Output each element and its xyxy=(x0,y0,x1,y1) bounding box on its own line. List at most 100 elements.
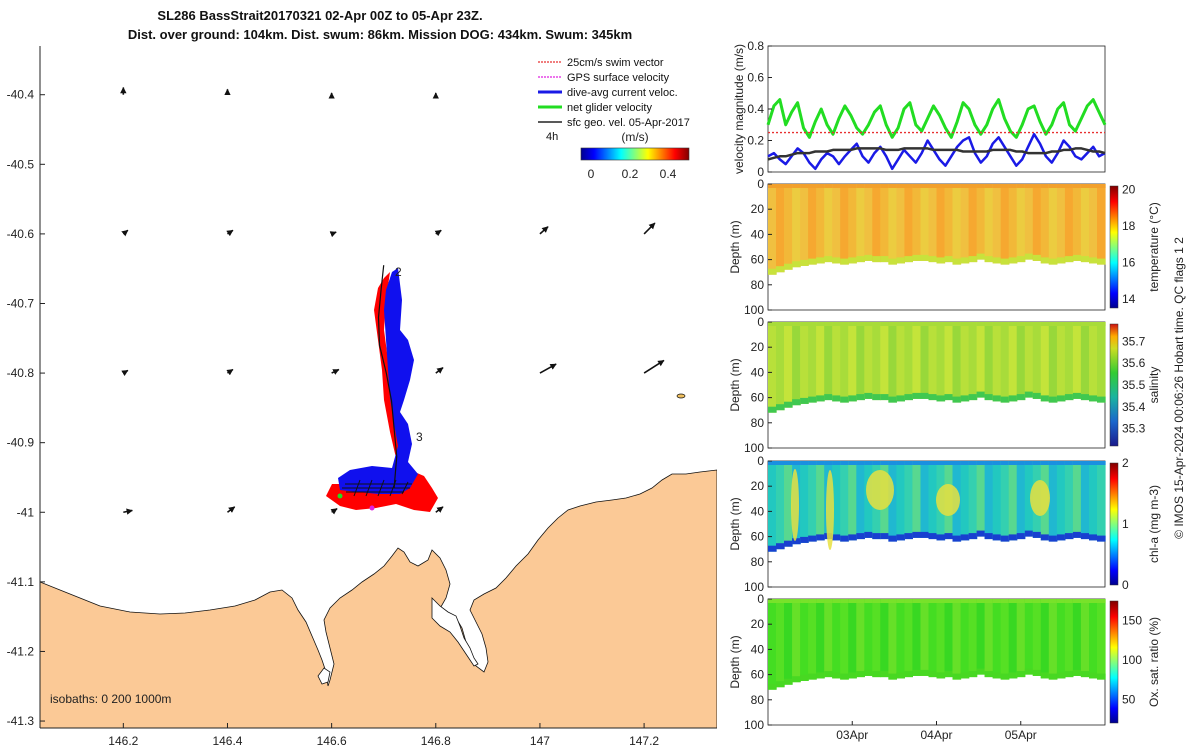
heatmap-column xyxy=(952,184,962,265)
heatmap-surface-cell xyxy=(880,599,889,603)
glider-track xyxy=(377,265,398,488)
heatmap-surface-cell xyxy=(1024,461,1034,465)
heatmap-bottom-cell xyxy=(1024,530,1034,537)
heatmap-surface-cell xyxy=(920,322,930,326)
heatmap-y-tick-label: 100 xyxy=(744,303,764,317)
heatmap-column xyxy=(1048,461,1058,542)
geo-arrow xyxy=(123,508,133,515)
heatmap-column xyxy=(792,184,801,268)
heatmap-column xyxy=(1024,461,1034,537)
heatmap-y-tick-label: 20 xyxy=(751,479,765,493)
heatmap-surface-cell xyxy=(984,461,994,465)
heatmap-column xyxy=(1064,599,1074,678)
map-x-tick-label: 146.8 xyxy=(421,734,451,748)
heatmap-y-tick-label: 0 xyxy=(757,454,764,468)
heatmap-bottom-cell xyxy=(1040,395,1050,402)
heatmap-surface-cell xyxy=(1064,461,1074,465)
heatmap-bottom-cell xyxy=(872,394,881,401)
heatmap-bottom-cell xyxy=(888,258,897,265)
heatmap-bottom-cell xyxy=(1080,533,1090,540)
heatmap-bottom-cell xyxy=(904,533,913,540)
heatmap-bottom-cell xyxy=(856,394,865,401)
heatmap-bottom-cell xyxy=(928,533,938,540)
heatmap-bottom-cell xyxy=(816,257,825,264)
heatmap-column xyxy=(968,322,978,401)
heatmap-column xyxy=(768,322,777,413)
heatmap-column xyxy=(792,599,801,683)
heatmap-surface-cell xyxy=(1080,461,1090,465)
heatmap-y-tick-label: 100 xyxy=(744,441,764,455)
velocity-y-tick-label: 0.4 xyxy=(747,102,764,116)
heatmap-bottom-cell xyxy=(808,535,817,542)
heatmap-surface-cell xyxy=(872,322,881,326)
map-y-tick-label: -41 xyxy=(17,505,35,519)
velocity-series-line xyxy=(766,98,1107,139)
heatmap-bottom-cell xyxy=(1064,394,1074,401)
heatmap-surface-cell xyxy=(1016,599,1026,603)
heatmap-column xyxy=(968,599,978,678)
heatmap-column xyxy=(880,322,889,401)
heatmap-column xyxy=(1016,599,1026,678)
heatmap-surface-cell xyxy=(888,322,897,326)
heatmap-column xyxy=(960,599,970,679)
heatmap-y-tick-label: 40 xyxy=(751,227,765,241)
heatmap-bottom-cell xyxy=(952,535,962,542)
heatmap-surface-cell xyxy=(1016,322,1026,326)
heatmap-column xyxy=(1032,184,1042,261)
legend-geo: sfc geo. vel. 05-Apr-2017 xyxy=(567,117,690,129)
heatmap-column xyxy=(880,599,889,678)
heatmap-surface-cell xyxy=(936,599,946,603)
heatmap-column xyxy=(976,599,986,675)
heatmap-surface-cell xyxy=(824,322,833,326)
heatmap-bottom-cell xyxy=(776,681,785,688)
heatmap-surface-cell xyxy=(776,322,785,326)
heatmap-bottom-cell xyxy=(1097,673,1106,680)
heatmap-y-tick-label: 80 xyxy=(751,278,765,292)
heatmap-y-tick-label: 80 xyxy=(751,416,765,430)
heatmap-column xyxy=(888,184,897,265)
heatmap-column xyxy=(1048,322,1058,403)
heatmap-surface-cell xyxy=(832,461,841,465)
heatmap-bottom-cell xyxy=(840,258,849,265)
heatmap-surface-cell xyxy=(816,322,825,326)
heatmap-bottom-cell xyxy=(1089,672,1098,679)
heatmap-y-tick-label: 0 xyxy=(757,177,764,191)
heatmap-column xyxy=(1016,184,1026,263)
heatmap-bottom-cell xyxy=(1089,395,1098,402)
heatmap-column xyxy=(1040,322,1050,402)
heatmap-bottom-cell xyxy=(784,263,793,270)
heatmap-column xyxy=(1008,322,1018,402)
geo-arrow xyxy=(121,369,129,377)
heatmap-column xyxy=(1032,322,1042,399)
heatmap-surface-cell xyxy=(928,461,938,465)
heatmap-bottom-cell xyxy=(832,257,841,264)
heatmap-bottom-cell xyxy=(816,395,825,402)
dive-hatch xyxy=(342,479,412,497)
heatmap-surface-cell xyxy=(768,461,777,465)
heatmap-column xyxy=(1089,322,1098,402)
heatmap-column xyxy=(1080,184,1090,263)
heatmap-bottom-cell xyxy=(968,394,978,401)
heatmap-bottom-cell xyxy=(968,533,978,540)
heatmap-surface-cell xyxy=(944,599,954,603)
heatmap-column xyxy=(816,599,825,679)
heatmap-column xyxy=(936,184,946,264)
salinity-panel: 0 20 40 60 80 100 Depth (m) 35.3 35.4 35.5 35.6 35.… xyxy=(728,315,1161,455)
heatmap-bottom-cell xyxy=(1040,257,1050,264)
heatmap-bottom-cell xyxy=(1048,258,1058,265)
velocity-y-tick-label: 0 xyxy=(757,165,764,179)
heatmap-surface-cell xyxy=(984,599,994,603)
heatmap-column xyxy=(984,461,994,540)
colorbar-tick-label: 18 xyxy=(1122,219,1136,233)
velocity-y-tick-label: 0.8 xyxy=(747,39,764,53)
heatmap-column xyxy=(1097,599,1106,680)
heatmap-column xyxy=(984,599,994,678)
colorbar-tick-label: 2 xyxy=(1122,456,1129,470)
heatmap-column xyxy=(912,599,921,676)
heatmap-surface-cell xyxy=(944,322,954,326)
heatmap-ylabel: Depth (m) xyxy=(728,358,742,411)
heatmap-column xyxy=(1000,599,1010,680)
heatmap-surface-cell xyxy=(1040,461,1050,465)
heatmap-y-tick-label: 20 xyxy=(751,617,765,631)
map-y-tick-label: -41.3 xyxy=(7,714,35,728)
